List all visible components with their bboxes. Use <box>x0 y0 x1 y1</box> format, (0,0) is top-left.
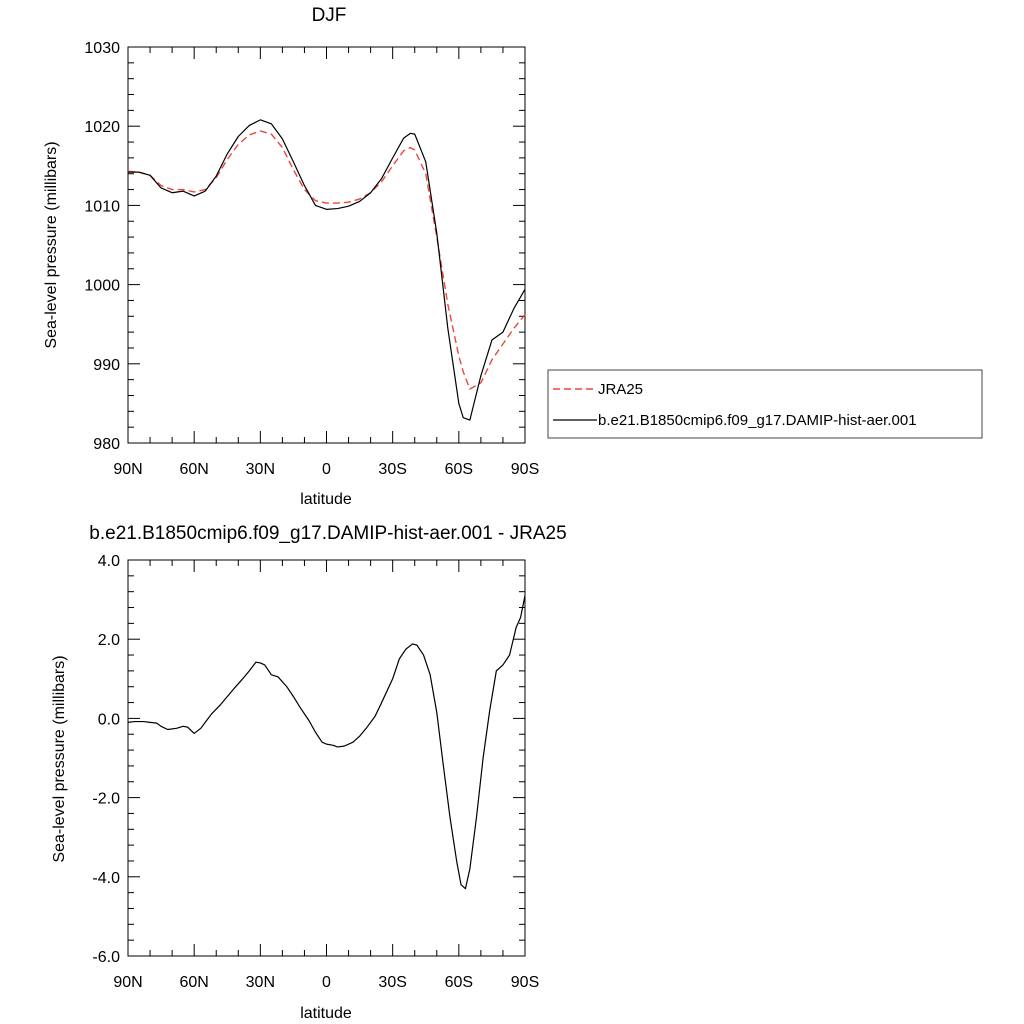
top-y-tick-label: 1000 <box>84 278 120 295</box>
top-y-axis-label: Sea-level pressure (millibars) <box>43 141 60 348</box>
top-x-tick-label: 30N <box>246 461 275 478</box>
bottom-x-tick-label: 90N <box>113 974 142 991</box>
top-y-tick-label: 1030 <box>84 40 120 57</box>
top-axis-ticks <box>127 46 526 444</box>
bottom-x-tick-label: 0 <box>322 974 331 991</box>
bottom-y-tick-label: -4.0 <box>92 870 120 887</box>
top-x-tick-label: 90N <box>113 461 142 478</box>
bottom-y-tick-label: -2.0 <box>92 791 120 808</box>
legend-label-model: b.e21.B1850cmip6.f09_g17.DAMIP-hist-aer.… <box>598 412 917 429</box>
top-series-line-model <box>128 119 526 421</box>
bottom-axis-ticks <box>127 559 526 957</box>
bottom-x-tick-label: 60N <box>179 974 208 991</box>
top-series-line-jra25 <box>127 130 526 390</box>
top-x-tick-label: 60N <box>179 461 208 478</box>
bottom-y-axis-label: Sea-level pressure (millibars) <box>51 655 68 862</box>
bottom-plot-frame <box>127 559 526 957</box>
top-chart-title: DJF <box>312 5 347 26</box>
top-y-tick-label: 1020 <box>84 119 120 136</box>
top-y-tick-label: 990 <box>93 357 120 374</box>
bottom-axis-tick-labels: 90N 60N 30N 0 30S 60S 90S -6.0 -4.0 -2.0 0.0 2.0 4.0 <box>92 553 539 991</box>
legend: JRA25 b.e21.B1850cmip6.f09_g17.DAMIP-his… <box>547 369 983 439</box>
bottom-y-tick-label: 4.0 <box>98 553 120 570</box>
bottom-series-line-difference <box>127 595 526 890</box>
top-x-axis-label: latitude <box>300 491 352 508</box>
bottom-y-tick-label: -6.0 <box>92 949 120 966</box>
bottom-chart-title: b.e21.B1850cmip6.f09_g17.DAMIP-hist-aer.… <box>89 523 566 544</box>
top-axis-tick-labels: 90N 60N 30N 0 30S 60S 90S 980 990 1000 1010 1020 103… <box>84 40 539 478</box>
top-plot-frame <box>127 46 526 444</box>
top-y-tick-label: 980 <box>93 436 120 453</box>
legend-label-jra25: JRA25 <box>598 381 643 398</box>
top-x-tick-label: 60S <box>445 461 473 478</box>
bottom-y-tick-label: 0.0 <box>98 711 120 728</box>
top-x-tick-label: 90S <box>511 461 539 478</box>
bottom-x-tick-label: 60S <box>445 974 473 991</box>
bottom-x-axis-label: latitude <box>300 1005 352 1022</box>
legend-box <box>547 369 983 439</box>
top-x-tick-label: 30S <box>378 461 406 478</box>
top-panel: DJF 90N 60N 30N 0 30S 60S 90S 980 990 1000 1010 102… <box>43 5 539 508</box>
bottom-x-tick-label: 30N <box>246 974 275 991</box>
top-y-tick-label: 1010 <box>84 198 120 215</box>
bottom-x-tick-label: 90S <box>511 974 539 991</box>
bottom-y-tick-label: 2.0 <box>98 632 120 649</box>
top-series-lines <box>127 119 526 421</box>
bottom-series-lines <box>127 595 526 890</box>
top-x-tick-label: 0 <box>322 461 331 478</box>
bottom-x-tick-label: 30S <box>378 974 406 991</box>
bottom-panel: b.e21.B1850cmip6.f09_g17.DAMIP-hist-aer.… <box>51 523 567 1022</box>
